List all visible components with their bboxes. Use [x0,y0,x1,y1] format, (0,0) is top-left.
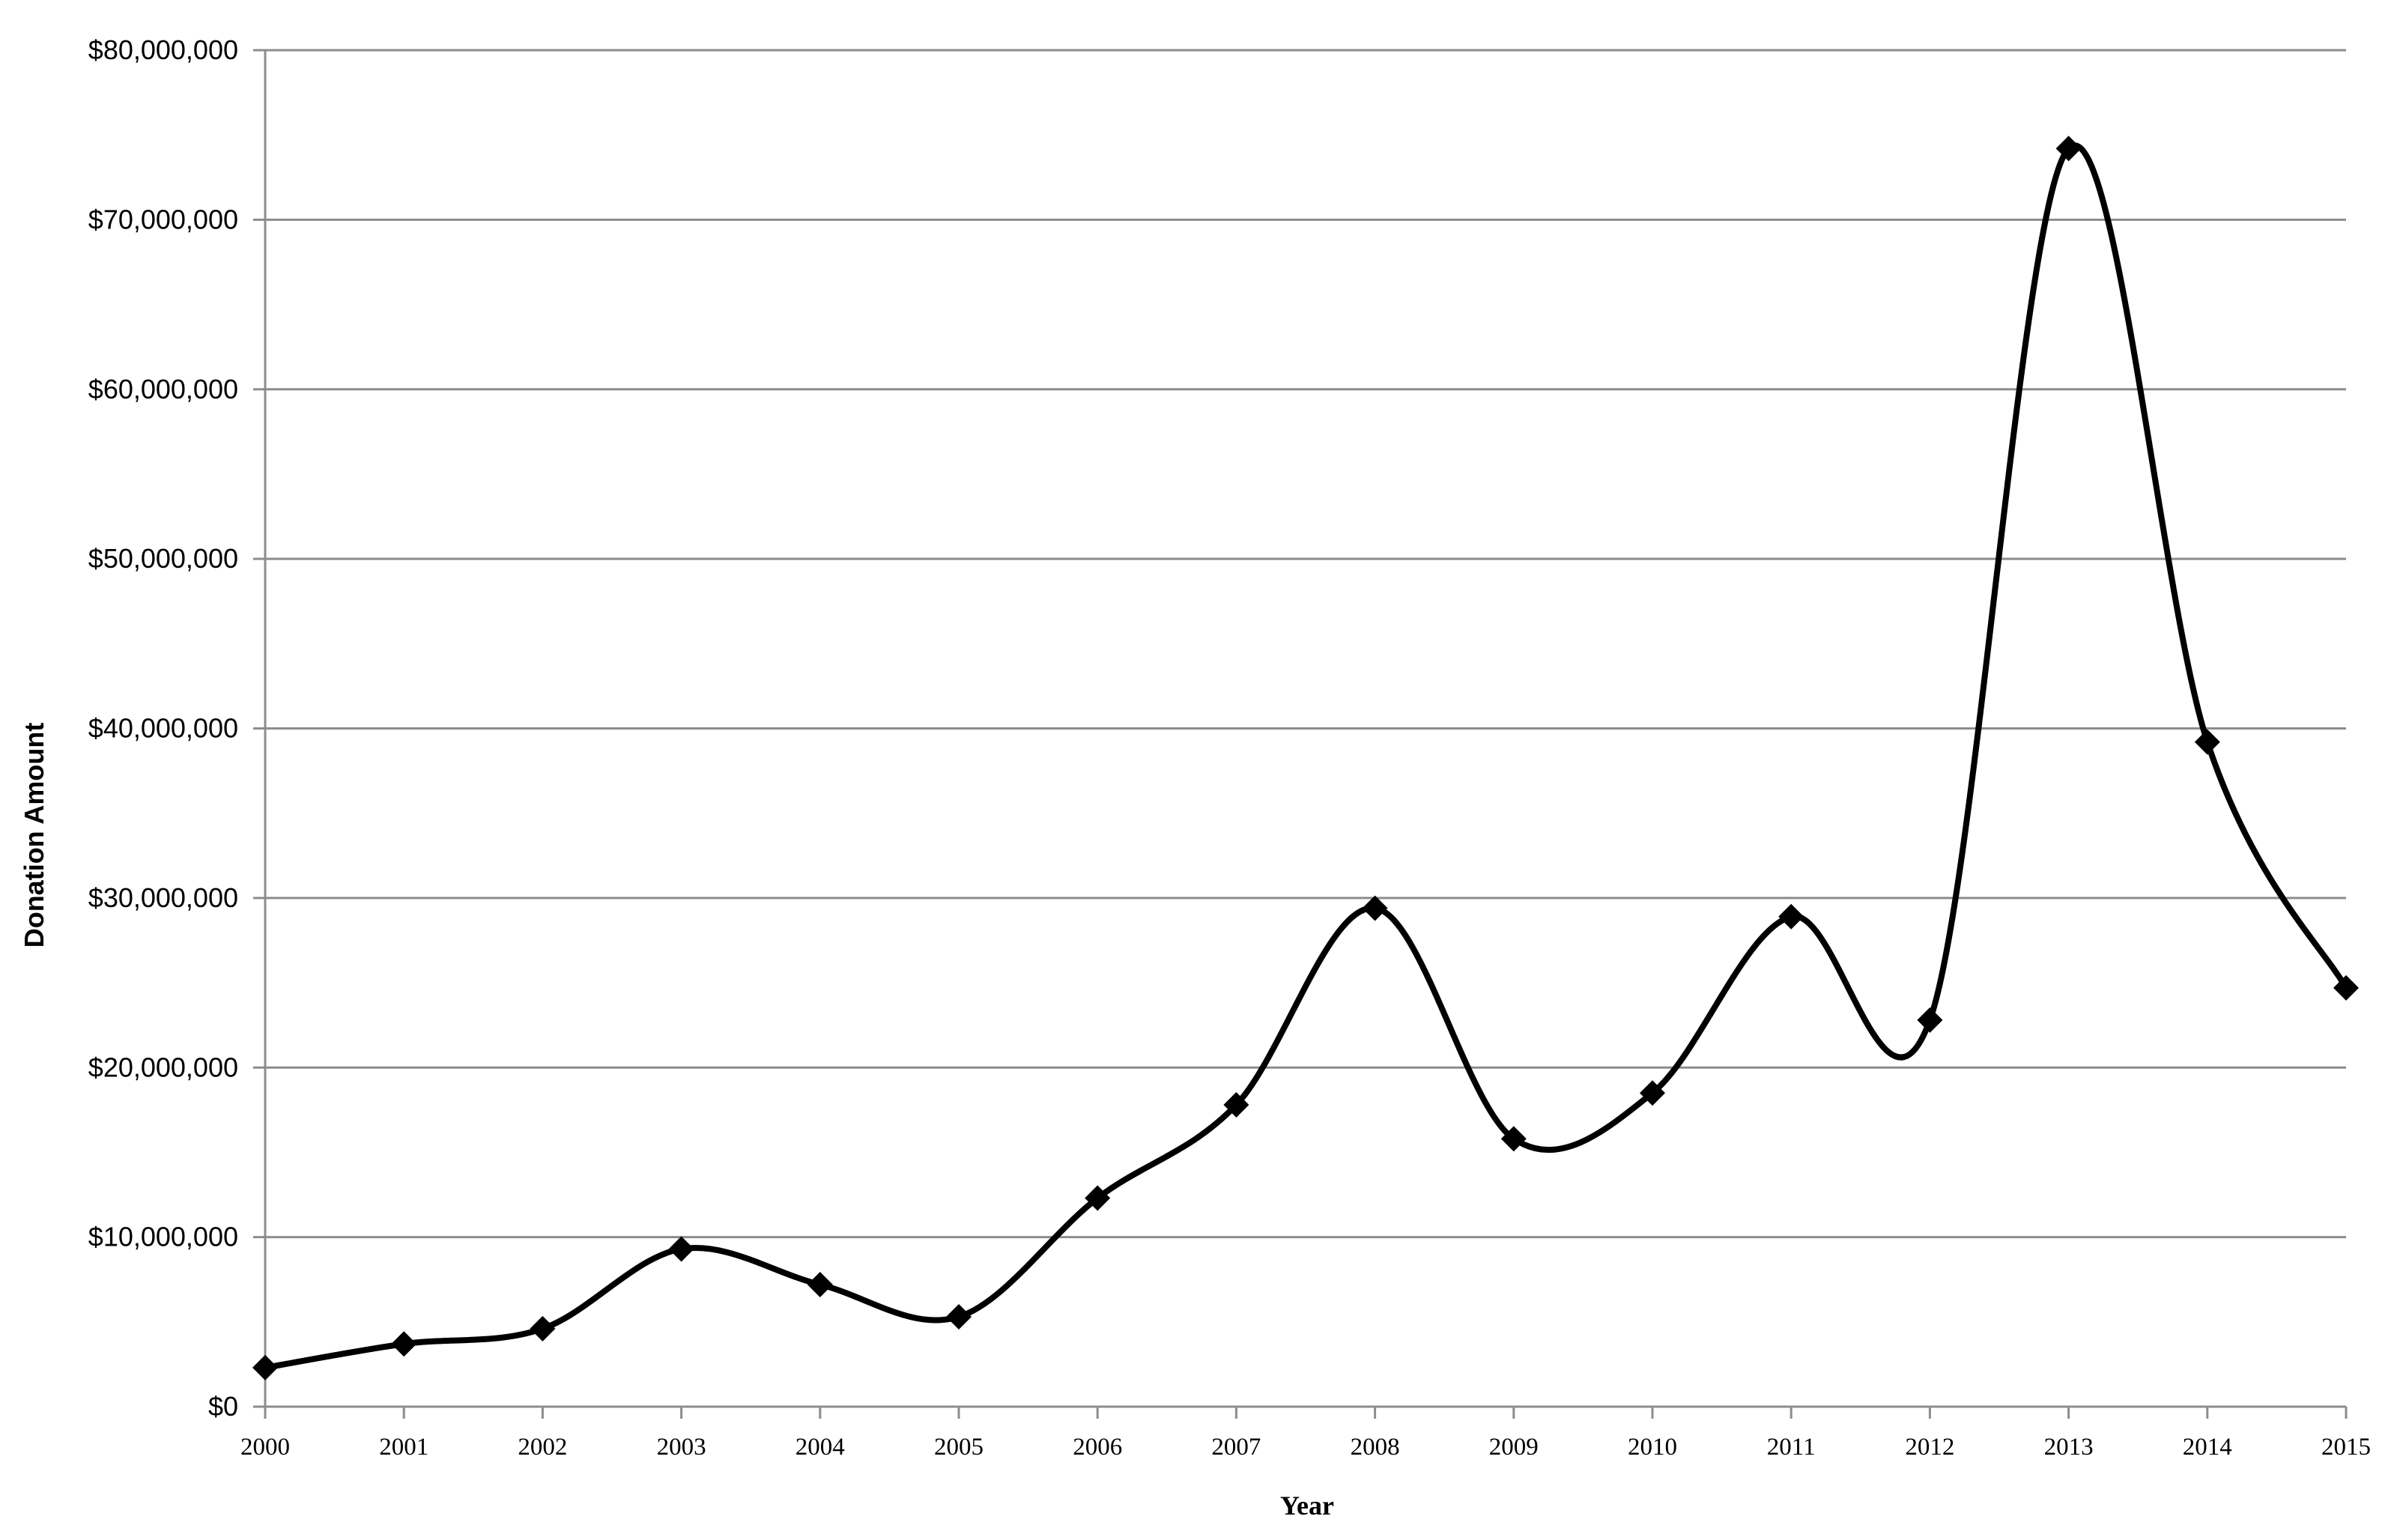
x-axis-label: Year [1280,1491,1334,1521]
data-point-marker [2333,974,2359,1001]
x-tick-labels: 2000 2001 2002 2003 2004 2005 2006 2007 2008 2009… [240,1434,2371,1461]
data-point-marker [2194,729,2220,755]
x-tick-label: 2006 [1073,1434,1122,1461]
y-tick-labels: $0 $10,000,000 $20,000,000 $30,000,000 $40,0… [88,34,238,1422]
x-tick-label: 2007 [1211,1434,1261,1461]
y-tick-label: $20,000,000 [88,1052,238,1082]
gridlines [265,49,2346,1239]
y-tick-label: $40,000,000 [88,713,238,744]
data-point-marker [391,1331,417,1357]
data-point-marker [1917,1007,1943,1033]
x-tick-label: 2005 [934,1434,984,1461]
y-axis-label: Donation Amount [19,723,49,948]
x-tick-label: 2004 [796,1434,845,1461]
data-point-marker [946,1304,972,1330]
y-tick-label: $70,000,000 [88,204,238,234]
x-tick-label: 2012 [1905,1434,1954,1461]
axes [253,49,2348,1419]
data-point-marker [530,1315,556,1342]
y-tick-label: $10,000,000 [88,1222,238,1252]
x-tick-label: 2011 [1767,1434,1816,1461]
x-tick-label: 2008 [1351,1434,1400,1461]
y-tick-label: $50,000,000 [88,543,238,574]
data-point-marker [1500,1126,1527,1152]
data-markers [252,136,2359,1380]
data-point-marker [2055,136,2082,162]
y-tick-label: $30,000,000 [88,882,238,913]
data-point-marker [807,1272,833,1298]
x-tick-label: 2001 [379,1434,428,1461]
x-tick-label: 2009 [1489,1434,1539,1461]
y-tick-label: $60,000,000 [88,374,238,404]
data-point-marker [1223,1092,1249,1118]
data-point-marker [252,1354,278,1380]
x-tick-label: 2014 [2183,1434,2232,1461]
data-point-marker [1362,895,1388,921]
data-point-marker [668,1236,694,1262]
data-point-marker [1085,1185,1111,1211]
y-tick-label: $0 [208,1391,238,1422]
x-tick-label: 2010 [1628,1434,1677,1461]
x-tick-label: 2015 [2321,1434,2371,1461]
data-point-marker [1640,1080,1665,1106]
x-tick-label: 2000 [240,1434,290,1461]
x-tick-label: 2002 [518,1434,567,1461]
y-tick-label: $80,000,000 [88,34,238,65]
x-tick-label: 2013 [2044,1434,2094,1461]
data-point-marker [1778,903,1804,930]
series-line-group [262,142,2349,1371]
series-line [262,142,2349,1371]
x-tick-label: 2003 [657,1434,706,1461]
